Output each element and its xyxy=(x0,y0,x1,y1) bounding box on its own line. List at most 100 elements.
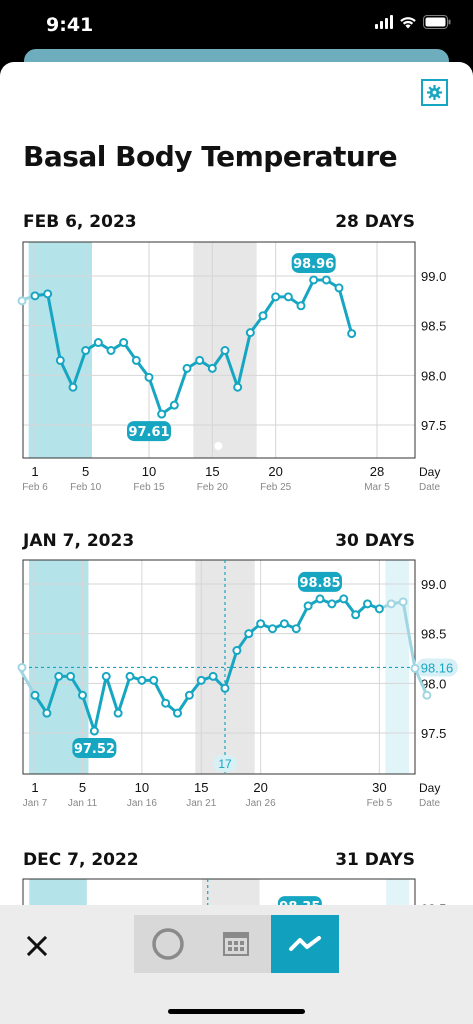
temperature-point xyxy=(66,671,76,681)
temperature-point xyxy=(30,690,40,700)
y-tick-label: 97.5 xyxy=(421,418,446,433)
status-bar: 9:41 xyxy=(0,0,473,50)
temperature-point xyxy=(93,338,103,348)
temperature-point xyxy=(173,708,182,718)
x-tick-label: 1 xyxy=(31,464,38,479)
temperature-point xyxy=(78,690,87,700)
x-date-label: Jan 21 xyxy=(186,798,216,809)
temperature-point xyxy=(271,292,281,302)
close-icon xyxy=(26,935,48,957)
x-date-label: Feb 25 xyxy=(260,482,292,492)
average-label: 98.16 xyxy=(421,660,454,675)
temperature-point xyxy=(68,382,78,392)
x-date-label: Jan 7 xyxy=(23,798,48,809)
x-tick-label: 30 xyxy=(372,780,386,795)
temperature-point xyxy=(30,291,40,301)
temperature-point xyxy=(89,726,99,736)
calendar-view-button[interactable] xyxy=(202,915,271,973)
next-cycle-point xyxy=(410,663,420,673)
temperature-point xyxy=(81,346,91,355)
temperature-point xyxy=(196,675,206,685)
status-time: 9:41 xyxy=(46,14,94,36)
chart-frame xyxy=(22,241,416,459)
home-indicator xyxy=(168,1009,305,1014)
battery-icon xyxy=(423,15,451,29)
value-label: 97.61 xyxy=(128,425,169,440)
temperature-point xyxy=(43,289,53,299)
temperature-point xyxy=(291,624,301,634)
x-date-label: Feb 5 xyxy=(367,798,393,809)
x-tick-label: 5 xyxy=(79,780,86,795)
value-label: 97.52 xyxy=(74,742,115,757)
chart-header: FEB 6, 2023 28 DAYS xyxy=(23,212,415,234)
x-tick-label: 28 xyxy=(370,464,384,479)
temperature-point xyxy=(321,275,331,285)
chart-start-date: FEB 6, 2023 xyxy=(23,212,137,232)
calendar-icon xyxy=(223,932,250,956)
x-tick-label: 15 xyxy=(194,780,208,795)
temperature-point xyxy=(137,675,147,685)
x-axis-unit-date: Date xyxy=(419,798,441,809)
temperature-point xyxy=(113,708,123,718)
temperature-point xyxy=(207,363,217,373)
temperature-point xyxy=(268,624,277,634)
wifi-icon xyxy=(400,17,416,29)
circle-view-button[interactable] xyxy=(134,915,203,973)
temperature-point xyxy=(195,355,205,365)
temperature-point xyxy=(119,338,129,348)
value-label: 98.85 xyxy=(299,576,340,591)
x-date-label: Jan 16 xyxy=(127,798,157,809)
x-tick-label: 1 xyxy=(31,780,38,795)
temperature-point xyxy=(233,382,243,392)
x-date-label: Jan 26 xyxy=(246,798,276,809)
temperature-point xyxy=(101,671,111,681)
x-tick-label: 15 xyxy=(205,464,219,479)
cycle-length: 28 DAYS xyxy=(335,212,415,232)
temperature-point xyxy=(334,283,344,293)
temperature-point xyxy=(208,671,218,681)
temperature-point xyxy=(374,604,384,614)
temperature-point xyxy=(157,409,167,419)
temperature-chart[interactable]: 99.0 98.5 98.0 97.5 98.16 17 98.85 97.52 1 Jan 7 5… xyxy=(0,558,473,810)
temperature-point xyxy=(327,599,337,609)
temperature-point xyxy=(149,675,159,685)
temperature-point xyxy=(144,372,154,382)
temperature-point xyxy=(296,301,306,311)
chart-header: JAN 7, 2023 30 DAYS xyxy=(23,531,415,553)
temperature-point xyxy=(363,599,372,609)
temperature-point xyxy=(232,646,242,656)
next-cycle-point xyxy=(386,599,396,609)
x-date-label: Feb 20 xyxy=(197,482,229,492)
close-button[interactable] xyxy=(24,933,50,959)
previous-cycle-point xyxy=(17,662,27,672)
temperature-point xyxy=(220,346,230,355)
chart-view-button[interactable] xyxy=(270,915,339,973)
temperature-point xyxy=(347,329,357,339)
temperature-point xyxy=(182,363,192,373)
value-badge xyxy=(72,738,117,759)
value-badge xyxy=(127,421,171,442)
y-tick-label: 97.5 xyxy=(421,726,446,741)
circle-icon xyxy=(152,928,184,960)
y-tick-label: 98.0 xyxy=(421,368,446,383)
ovulation-day-label: 17 xyxy=(218,757,232,771)
x-date-label: Feb 15 xyxy=(133,482,165,492)
status-icons xyxy=(375,15,451,29)
temperature-chart[interactable]: 99.0 98.5 98.0 97.5 98.96 97.61 1 Feb 6 5 Feb 10 1… xyxy=(0,240,473,492)
x-date-label: Feb 10 xyxy=(70,482,102,492)
temperature-point xyxy=(161,698,171,708)
x-axis-unit: Day xyxy=(419,465,440,479)
chart-line-icon xyxy=(288,936,321,951)
temperature-point xyxy=(245,328,255,338)
gear-icon xyxy=(427,85,442,100)
view-toggle xyxy=(134,915,339,973)
temperature-point xyxy=(351,610,361,620)
temperature-point xyxy=(169,400,179,410)
value-badge xyxy=(291,252,336,273)
y-tick-label: 99.0 xyxy=(421,269,446,284)
y-tick-label: 98.0 xyxy=(421,676,446,691)
temperature-point xyxy=(309,275,319,285)
temperature-point xyxy=(55,355,65,365)
cycle-length: 30 DAYS xyxy=(335,531,415,551)
settings-button[interactable] xyxy=(421,79,448,106)
